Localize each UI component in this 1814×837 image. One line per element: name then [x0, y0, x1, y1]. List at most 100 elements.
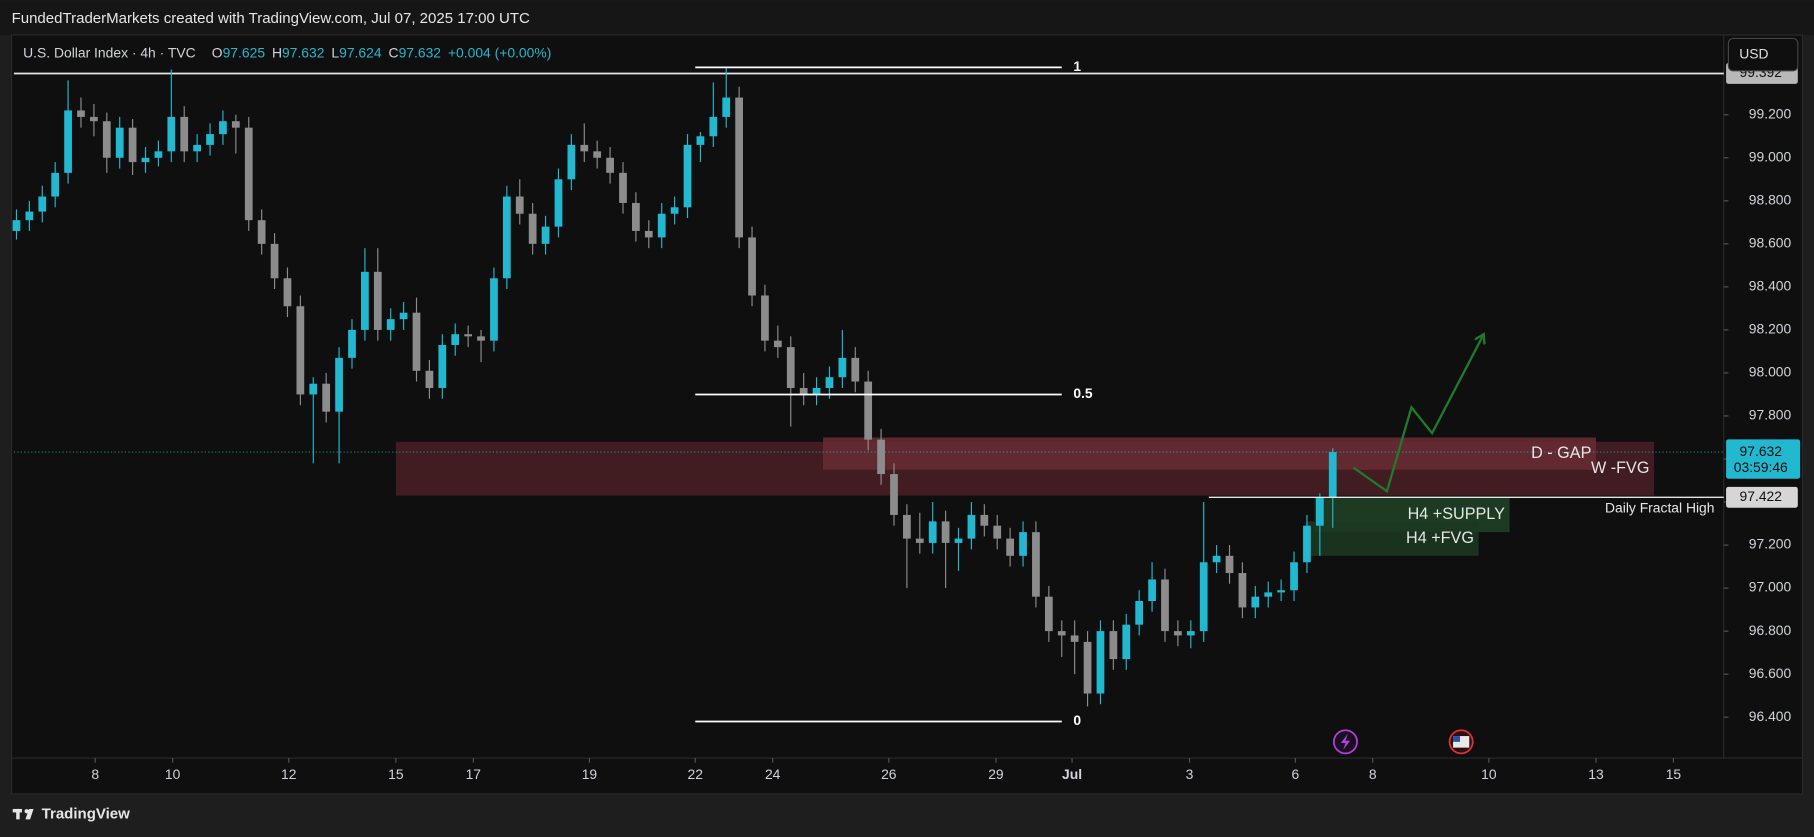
candle-body	[1032, 532, 1040, 597]
candle-body	[386, 319, 395, 330]
candle-body	[709, 116, 718, 137]
candle-body	[1225, 555, 1234, 574]
chart-area	[10, 34, 1804, 795]
candle-body	[761, 295, 769, 341]
candle-body	[786, 347, 795, 388]
candle-body	[1135, 600, 1144, 625]
candle-body	[412, 312, 421, 371]
candle-body	[812, 387, 821, 395]
y-tick-label: 96.800	[1749, 622, 1792, 638]
legend-key: O	[212, 44, 223, 60]
candle-body	[1006, 538, 1015, 556]
x-tick-label: 6	[1291, 766, 1299, 782]
candle-body	[502, 196, 511, 279]
candle-body	[1186, 631, 1195, 636]
candle-body	[890, 474, 898, 515]
candle-body	[322, 383, 331, 412]
y-tick-label: 98.800	[1749, 191, 1792, 207]
candle-body	[915, 538, 924, 543]
candle-body	[632, 202, 640, 231]
candle-body	[425, 370, 434, 388]
candle-body	[515, 196, 524, 214]
projection-path	[1352, 334, 1483, 494]
candle-body	[864, 381, 873, 440]
candle-body	[941, 521, 950, 543]
candle-body	[154, 151, 163, 158]
candle-body	[180, 116, 189, 152]
candle-body	[1303, 525, 1311, 563]
candle-body	[309, 383, 318, 395]
candle-body	[967, 514, 976, 539]
level-tag	[1726, 486, 1798, 508]
candle-body	[528, 213, 537, 244]
candle-body	[361, 271, 369, 330]
x-tick-label: 12	[281, 766, 297, 782]
currency-label: USD	[1739, 45, 1768, 61]
legend-value: 97.624	[339, 44, 382, 60]
candle-body	[1148, 579, 1156, 601]
y-tick-label: 99.000	[1749, 148, 1792, 164]
legend-symbol: U.S. Dollar Index · 4h · TVC	[23, 44, 195, 60]
candle-body	[1174, 631, 1182, 636]
candle-body	[748, 237, 756, 296]
candle-body	[206, 134, 214, 145]
fib-label: 1	[1073, 58, 1081, 74]
candle-body	[735, 97, 744, 238]
candle-body	[541, 226, 550, 244]
candle-body	[1199, 562, 1208, 632]
y-tick-label: 97.000	[1749, 579, 1792, 595]
y-tick-label: 96.600	[1749, 665, 1792, 681]
candle-body	[954, 538, 963, 543]
header-text: FundedTraderMarkets created with Trading…	[12, 10, 530, 27]
candle-body	[903, 514, 911, 539]
candle-body	[451, 334, 460, 345]
candle-body	[1044, 596, 1053, 632]
candle-body	[244, 127, 253, 221]
zone-label: W -FVG	[1591, 459, 1649, 477]
candle-body	[1019, 532, 1027, 556]
candle-body	[1083, 641, 1092, 694]
x-tick-label: 26	[881, 766, 897, 782]
candle-body	[619, 172, 627, 203]
candle-body	[1109, 631, 1118, 660]
candle-body	[773, 340, 782, 348]
brand: TradingView	[42, 806, 130, 823]
candle-body	[722, 97, 731, 117]
candle-body	[799, 387, 808, 395]
candle-body	[141, 157, 150, 163]
candle-body	[993, 525, 1002, 539]
candle-body	[980, 514, 989, 526]
x-tick-label: 3	[1186, 766, 1194, 782]
candle-body	[670, 207, 679, 214]
candle-body	[1251, 596, 1260, 608]
legend-value: 97.632	[399, 44, 442, 60]
y-tick-label: 98.600	[1749, 235, 1792, 251]
y-tick-label: 99.200	[1749, 105, 1792, 121]
candle-body	[219, 121, 227, 135]
candle-body	[1122, 624, 1131, 660]
lightning-glyph	[1340, 733, 1351, 750]
candle-body	[399, 312, 408, 320]
flag-glyph	[1453, 736, 1470, 748]
candle-body	[657, 213, 666, 238]
candle-body	[1315, 497, 1324, 526]
y-tick-label: 96.400	[1749, 708, 1792, 724]
legend-key: H	[272, 44, 282, 60]
x-tick-label: 13	[1588, 766, 1604, 782]
currency-button[interactable]	[1727, 37, 1799, 72]
zone-label: H4 +SUPPLY	[1408, 505, 1506, 523]
legend-value: 97.632	[282, 44, 325, 60]
x-tick-label: 10	[165, 766, 181, 782]
candle-body	[348, 329, 356, 358]
candle-body	[490, 278, 498, 341]
candle-body	[296, 306, 305, 395]
candle-body	[1277, 590, 1286, 593]
candle-body	[102, 121, 111, 158]
candle-body	[193, 144, 202, 152]
candle-body	[1096, 631, 1105, 694]
candle-body	[683, 144, 692, 208]
candle-body	[38, 196, 47, 212]
candle-body	[567, 144, 576, 180]
